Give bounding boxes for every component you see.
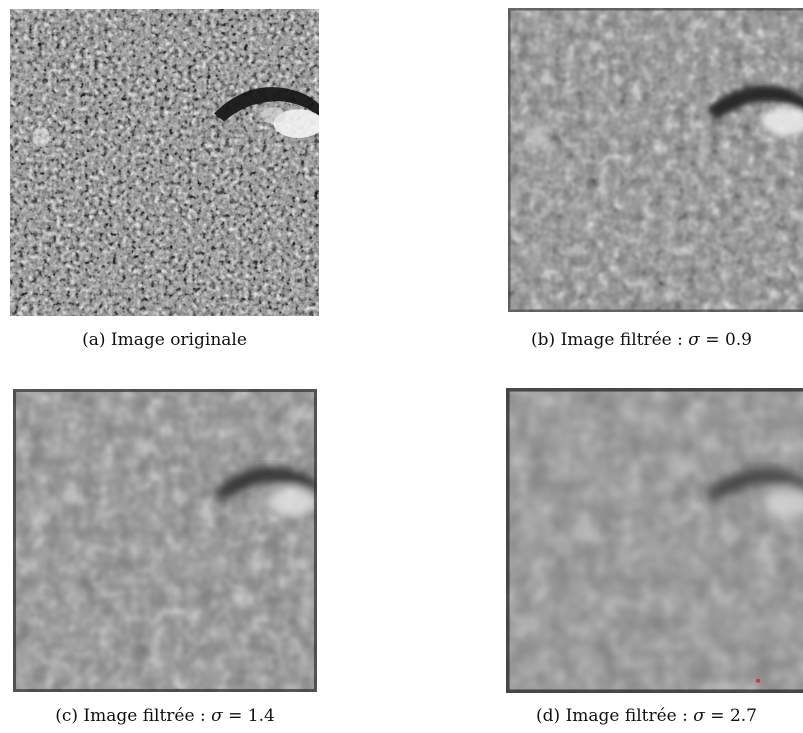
filtered-image-sigma-1-4 [13,389,317,692]
feature-arc-dark [213,87,319,122]
caption-b: (b) Image filtrée : σ = 0.9 [531,330,752,350]
red-dot-marker [756,678,761,683]
caption-a: (a) Image originale [82,330,247,350]
feature-bright-patch [261,107,319,138]
caption-c: (c) Image filtrée : σ = 1.4 [55,706,275,726]
filtered-image-sigma-0-9 [508,8,803,312]
original-image [10,9,319,316]
filtered-image-sigma-2-7 [506,388,803,693]
caption-d: (d) Image filtrée : σ = 2.7 [536,706,757,726]
